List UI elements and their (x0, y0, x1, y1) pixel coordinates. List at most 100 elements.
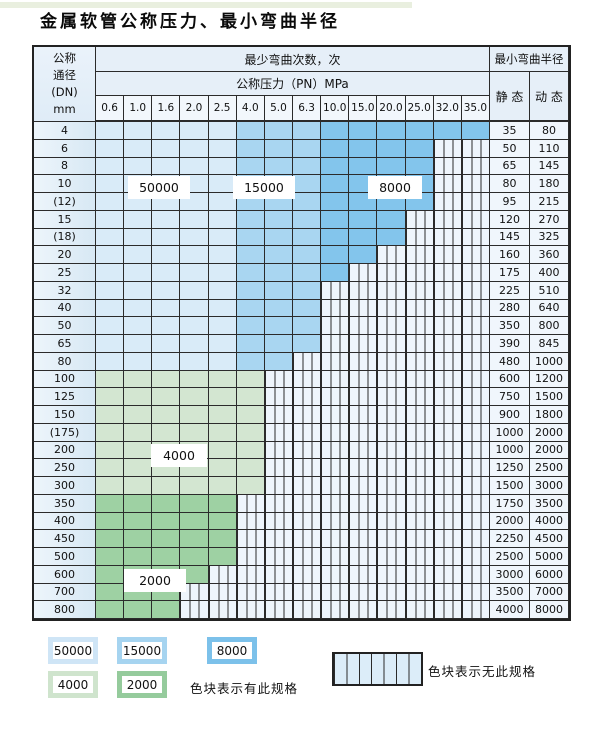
spec-cell (96, 370, 125, 389)
dn-cell: 6 (34, 139, 96, 158)
no-spec-hatch-cell (349, 441, 378, 460)
spec-cell (236, 299, 265, 318)
spec-cell (152, 406, 181, 424)
dn-cell: 125 (34, 388, 96, 406)
dn-cell: 100 (34, 370, 96, 389)
no-spec-hatch-cell (349, 406, 378, 424)
spec-cell (236, 246, 265, 264)
no-spec-hatch-cell (349, 423, 378, 442)
pressure-header-cell: 15.0 (349, 96, 378, 122)
spec-cell (292, 335, 322, 353)
spec-cell (236, 370, 265, 389)
no-spec-hatch-cell (461, 530, 490, 548)
dn-cell: 350 (34, 494, 96, 513)
dn-cell: 25 (34, 264, 96, 282)
spec-cell (236, 441, 265, 460)
no-spec-hatch-cell (377, 335, 406, 353)
no-spec-hatch-cell (405, 264, 434, 282)
zone-label-8000: 8000 (368, 176, 422, 199)
spec-cell (349, 228, 378, 247)
dynamic-radius-cell: 2000 (529, 423, 569, 442)
no-spec-hatch-cell (433, 264, 462, 282)
spec-cell (96, 494, 125, 513)
no-spec-hatch-cell (264, 423, 293, 442)
static-radius-cell: 2000 (489, 512, 530, 531)
no-spec-hatch-cell (236, 548, 265, 566)
spec-cell (96, 406, 125, 424)
no-spec-hatch-cell (433, 157, 462, 176)
no-spec-hatch-cell (321, 565, 350, 584)
no-spec-hatch-cell (349, 459, 378, 477)
no-spec-hatch-cell (405, 477, 434, 495)
no-spec-hatch-cell (349, 583, 378, 602)
spec-cell (152, 388, 181, 406)
no-spec-hatch-cell (321, 281, 350, 300)
dn-cell: 150 (34, 406, 96, 424)
zone-label-15000: 15000 (233, 176, 295, 199)
static-radius-cell: 65 (489, 157, 530, 176)
no-spec-hatch-cell (461, 565, 490, 584)
pressure-header-cell: 25.0 (405, 96, 434, 122)
no-spec-hatch-cell (264, 370, 293, 389)
no-spec-hatch-cell (292, 583, 322, 602)
no-spec-hatch-cell (461, 583, 490, 602)
no-spec-hatch-cell (405, 601, 434, 619)
no-spec-hatch-cell (433, 441, 462, 460)
spec-cell (96, 210, 125, 229)
spec-cell (124, 477, 153, 495)
spec-cell (208, 246, 237, 264)
spec-cell (96, 281, 125, 300)
dynamic-radius-cell: 325 (529, 228, 569, 247)
no-spec-hatch-cell (461, 459, 490, 477)
spec-cell (377, 228, 406, 247)
spec-cell (349, 122, 378, 140)
no-spec-hatch-cell (292, 441, 322, 460)
no-spec-hatch-cell (461, 512, 490, 531)
dynamic-radius-cell: 110 (529, 139, 569, 158)
hose-spec-table: 公称 通径 (DN) mm 最少弯曲次数，次 最小弯曲半径 公称压力（PN）MPa 静… (32, 45, 571, 621)
legend-no-spec-text: 色块表示无此规格 (428, 664, 537, 679)
spec-cell (236, 477, 265, 495)
spec-cell (96, 157, 125, 176)
no-spec-hatch-cell (405, 530, 434, 548)
static-radius-cell: 3500 (489, 583, 530, 602)
no-spec-hatch-cell (377, 388, 406, 406)
spec-cell (292, 210, 322, 229)
legend-has-spec-text: 色块表示有此规格 (190, 681, 299, 696)
legend-label-2000: 2000 (126, 677, 158, 692)
spec-cell (124, 246, 153, 264)
spec-cell (208, 512, 237, 531)
no-spec-hatch-cell (292, 406, 322, 424)
static-radius-cell: 390 (489, 335, 530, 353)
static-radius-cell: 750 (489, 388, 530, 406)
pressure-header-cell: 5.0 (264, 96, 293, 122)
no-spec-hatch-cell (292, 530, 322, 548)
spec-cell (124, 317, 153, 335)
spec-cell (208, 494, 237, 513)
spec-cell (236, 122, 265, 140)
dynamic-radius-cell: 80 (529, 122, 569, 140)
spec-cell (321, 210, 350, 229)
spec-cell (152, 157, 181, 176)
spec-cell (264, 299, 293, 318)
dn-cell: 65 (34, 335, 96, 353)
spec-cell (264, 228, 293, 247)
no-spec-hatch-cell (264, 548, 293, 566)
no-spec-hatch-cell (461, 352, 490, 371)
spec-cell (349, 157, 378, 176)
no-spec-hatch-cell (461, 494, 490, 513)
spec-cell (180, 548, 209, 566)
dynamic-radius-cell: 1200 (529, 370, 569, 389)
spec-cell (96, 601, 125, 619)
no-spec-hatch-cell (377, 299, 406, 318)
spec-cell (180, 352, 209, 371)
spec-cell (152, 477, 181, 495)
no-spec-hatch-cell (321, 299, 350, 318)
static-radius-cell: 1000 (489, 423, 530, 442)
no-spec-hatch-cell (461, 388, 490, 406)
spec-cell (96, 548, 125, 566)
no-spec-hatch-cell (236, 512, 265, 531)
dn-cell: 800 (34, 601, 96, 619)
no-spec-hatch-cell (405, 548, 434, 566)
